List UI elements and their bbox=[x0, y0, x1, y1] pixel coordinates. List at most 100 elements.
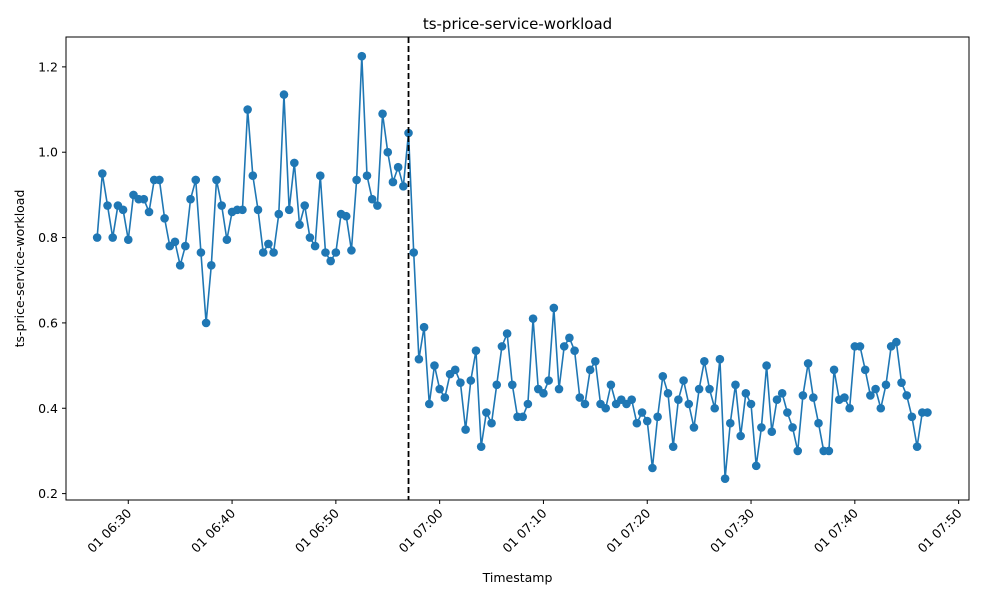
data-point bbox=[570, 346, 579, 355]
data-point bbox=[923, 408, 932, 417]
data-point bbox=[264, 239, 273, 249]
data-point bbox=[642, 416, 652, 426]
data-point bbox=[305, 233, 315, 242]
data-point bbox=[399, 182, 408, 191]
data-point bbox=[248, 171, 258, 180]
data-point bbox=[549, 303, 559, 313]
data-point bbox=[793, 446, 803, 456]
data-point bbox=[471, 346, 481, 355]
data-point bbox=[430, 361, 439, 370]
y-tick-label: 1.0 bbox=[38, 145, 58, 160]
data-point bbox=[269, 248, 278, 257]
data-point bbox=[217, 201, 226, 210]
data-point bbox=[554, 384, 564, 394]
data-point bbox=[788, 423, 797, 432]
data-point bbox=[487, 418, 496, 428]
data-point bbox=[243, 105, 252, 114]
data-point bbox=[855, 342, 865, 351]
y-axis-label: ts-price-service-workload bbox=[12, 190, 27, 348]
data-point bbox=[591, 357, 600, 366]
data-point bbox=[912, 442, 922, 451]
data-point bbox=[508, 380, 517, 390]
data-point bbox=[435, 384, 444, 394]
data-point bbox=[419, 322, 429, 332]
data-point bbox=[565, 333, 574, 343]
data-point bbox=[575, 393, 585, 402]
data-point bbox=[383, 147, 393, 157]
data-point bbox=[482, 408, 491, 417]
y-tick-label: 0.6 bbox=[38, 315, 58, 330]
data-point bbox=[284, 205, 294, 215]
data-point bbox=[378, 109, 387, 119]
data-point bbox=[684, 399, 694, 409]
data-point bbox=[290, 158, 299, 168]
data-point bbox=[720, 474, 730, 483]
data-point bbox=[139, 194, 149, 204]
x-tick-label: 01 06:40 bbox=[188, 505, 238, 555]
data-point bbox=[772, 395, 782, 405]
data-point bbox=[388, 177, 398, 187]
data-point bbox=[803, 359, 813, 368]
data-point bbox=[736, 431, 745, 441]
data-point bbox=[201, 318, 211, 328]
data-point bbox=[845, 403, 854, 413]
data-point bbox=[300, 201, 310, 210]
data-point bbox=[310, 241, 320, 251]
data-point bbox=[274, 209, 284, 219]
data-point bbox=[103, 201, 112, 210]
data-point bbox=[466, 376, 476, 385]
y-tick-label: 0.8 bbox=[38, 230, 58, 245]
data-point bbox=[393, 162, 403, 172]
data-point bbox=[606, 380, 616, 390]
data-point bbox=[186, 194, 195, 204]
y-tick-label: 0.2 bbox=[38, 486, 58, 501]
data-point bbox=[196, 248, 206, 257]
data-point bbox=[528, 314, 538, 323]
data-point bbox=[357, 51, 367, 61]
data-point bbox=[222, 235, 232, 244]
data-point bbox=[762, 361, 771, 370]
chart-title: ts-price-service-workload bbox=[423, 15, 612, 33]
data-point bbox=[331, 248, 341, 257]
data-point bbox=[539, 389, 548, 398]
data-point bbox=[731, 380, 740, 390]
data-point bbox=[347, 246, 356, 255]
data-point bbox=[881, 380, 891, 390]
data-point bbox=[710, 403, 720, 413]
data-point bbox=[450, 365, 460, 375]
data-point bbox=[907, 412, 917, 422]
data-point bbox=[798, 391, 808, 400]
data-point bbox=[653, 412, 662, 422]
data-point bbox=[544, 376, 553, 385]
data-point bbox=[679, 376, 688, 385]
data-point bbox=[814, 418, 823, 428]
data-point bbox=[637, 408, 647, 417]
data-point bbox=[809, 393, 818, 402]
x-tick-label: 01 07:50 bbox=[915, 505, 965, 555]
data-point bbox=[648, 463, 657, 473]
data-point bbox=[118, 205, 128, 215]
data-point bbox=[315, 171, 325, 180]
data-point bbox=[559, 342, 569, 351]
data-point bbox=[326, 256, 335, 266]
data-point bbox=[601, 403, 611, 413]
data-point bbox=[694, 384, 704, 394]
data-point bbox=[705, 384, 714, 394]
data-point bbox=[783, 408, 792, 417]
data-point bbox=[295, 220, 304, 230]
y-axis: 0.2 0.4 0.6 0.8 1.0 1.2 bbox=[38, 59, 66, 501]
data-point bbox=[238, 205, 247, 215]
data-point bbox=[144, 207, 154, 217]
data-point bbox=[767, 427, 777, 437]
x-tick-label: 01 07:20 bbox=[603, 505, 653, 555]
data-point bbox=[123, 235, 133, 244]
data-point bbox=[253, 205, 263, 215]
data-point bbox=[362, 171, 372, 180]
y-tick-label: 1.2 bbox=[38, 59, 58, 74]
data-point bbox=[175, 261, 185, 270]
data-point bbox=[902, 391, 912, 400]
data-point bbox=[502, 329, 512, 338]
data-point bbox=[674, 395, 683, 405]
data-point bbox=[866, 391, 875, 400]
